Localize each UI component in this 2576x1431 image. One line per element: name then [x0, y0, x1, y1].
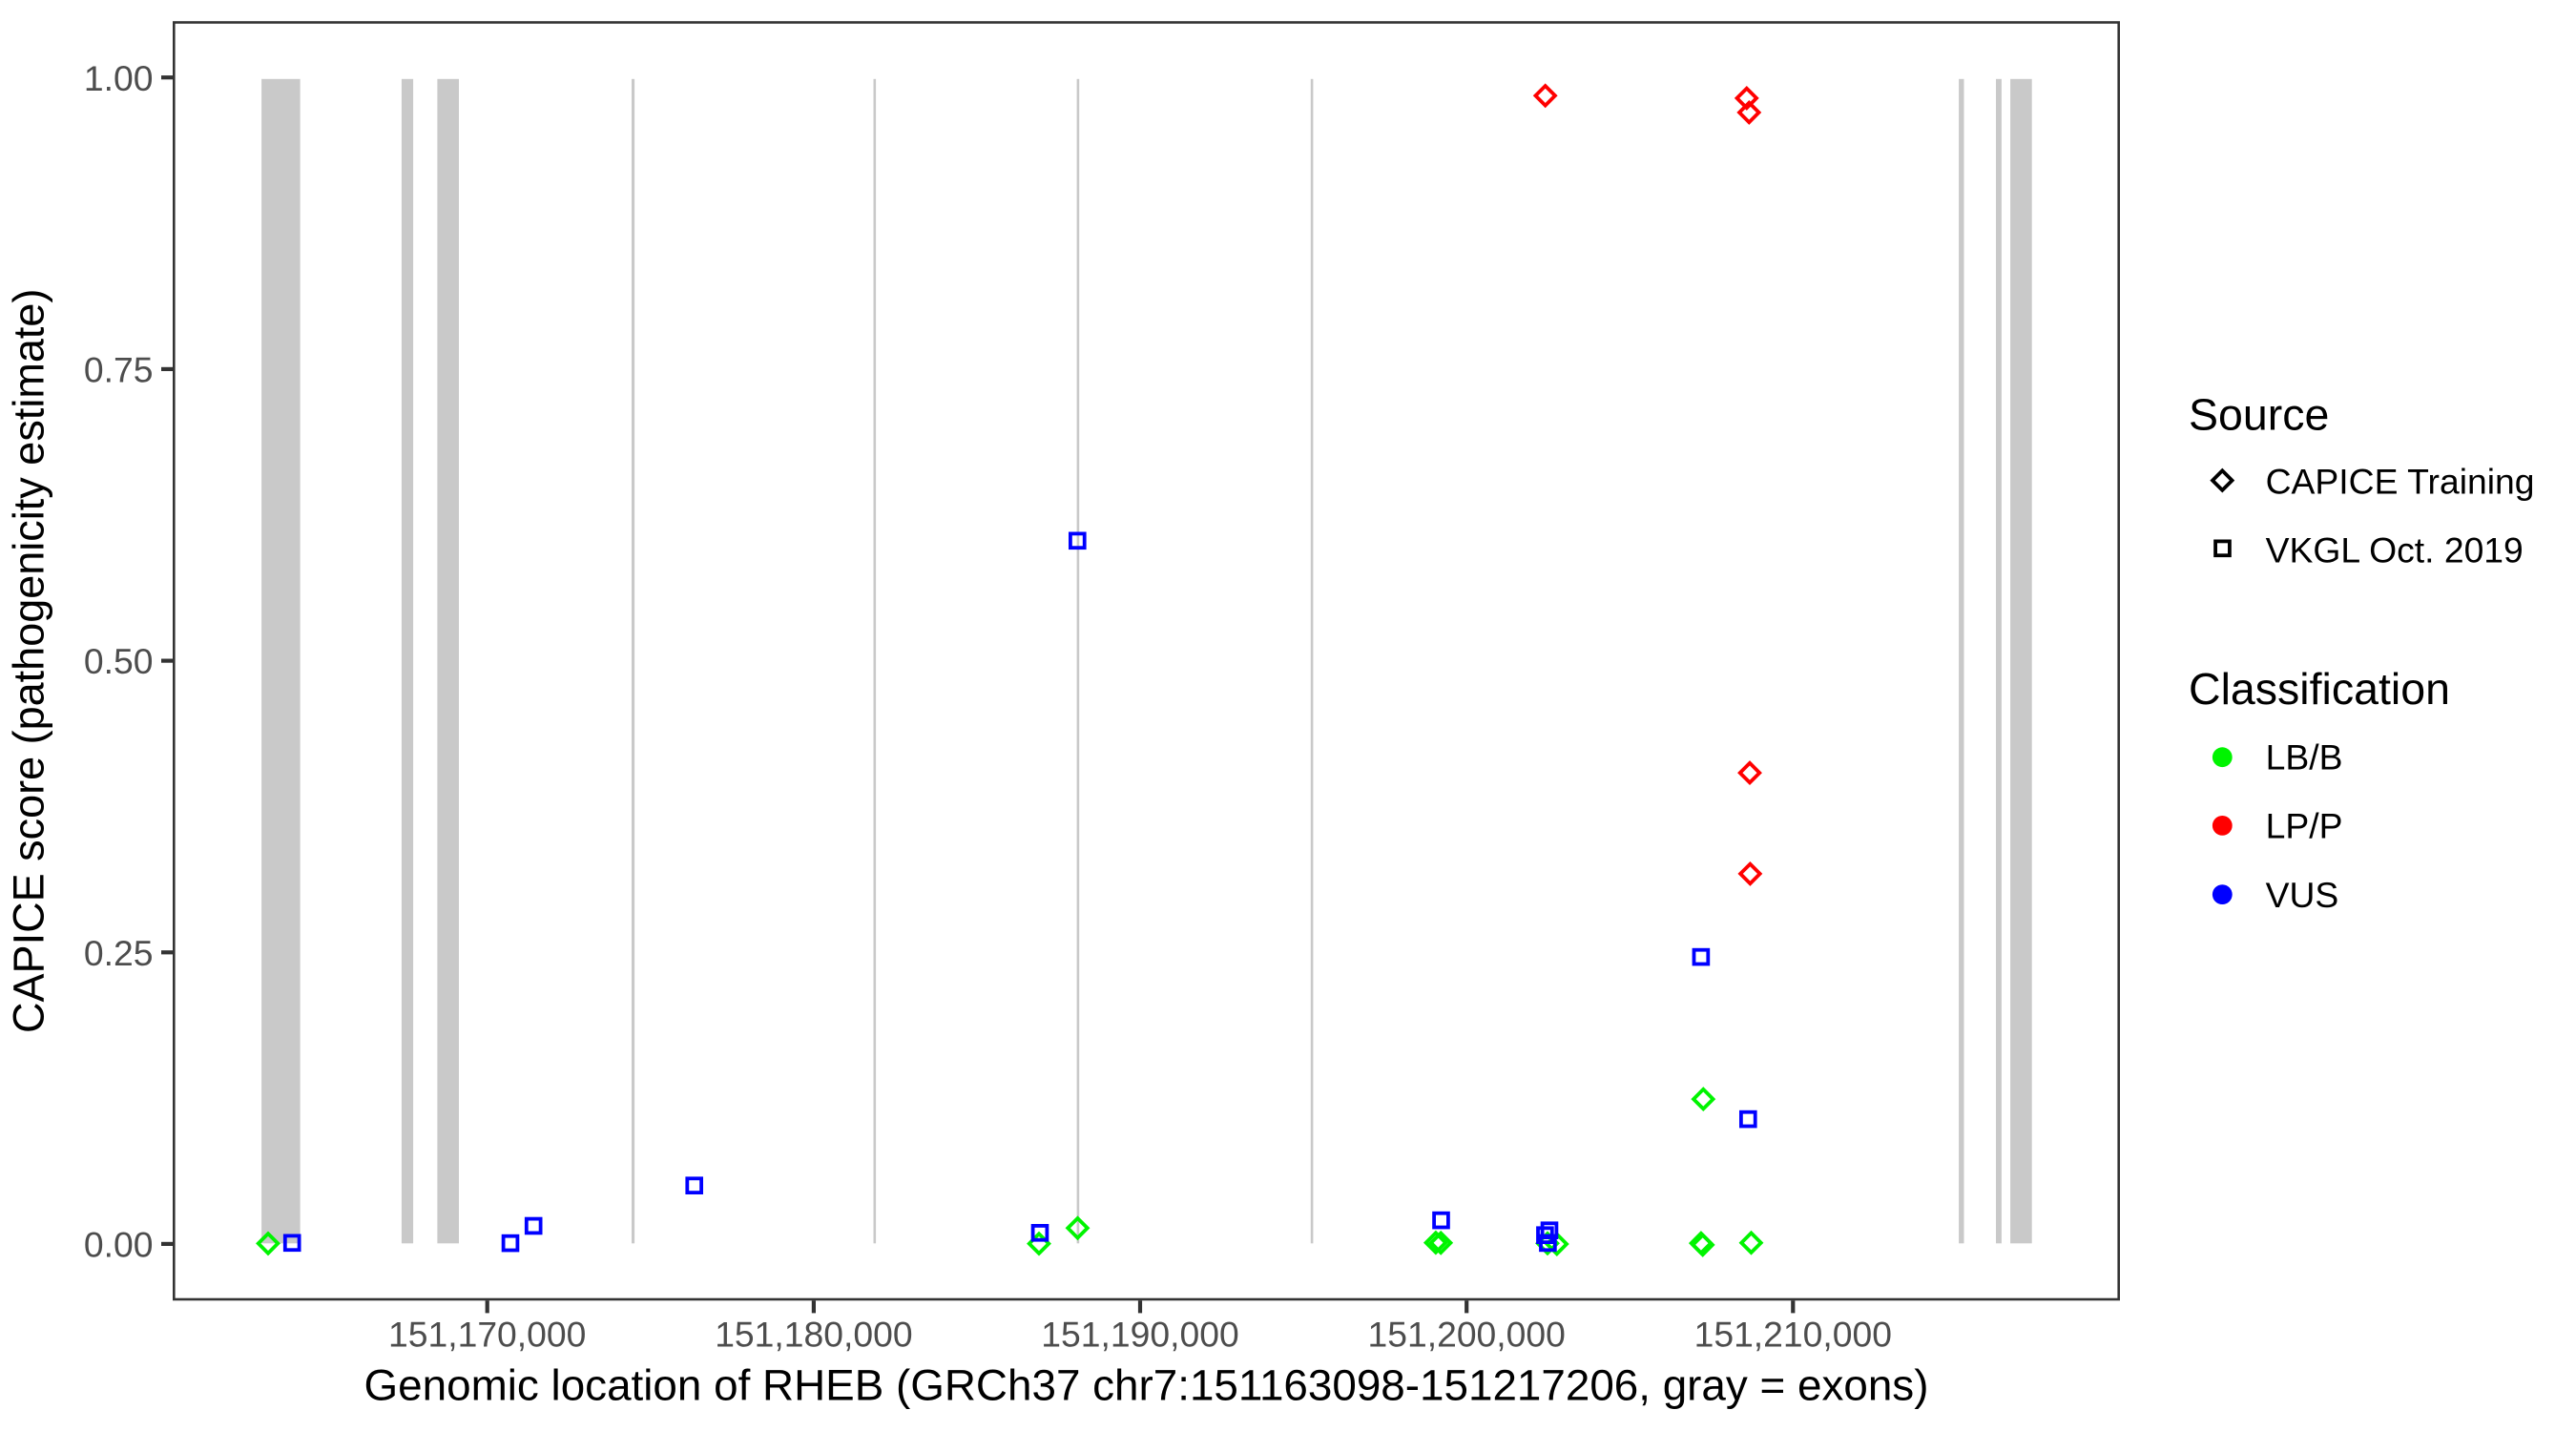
- svg-text:151,180,000: 151,180,000: [715, 1315, 912, 1355]
- svg-text:CAPICE score (pathogenicity es: CAPICE score (pathogenicity estimate): [5, 289, 53, 1033]
- svg-text:VKGL Oct. 2019: VKGL Oct. 2019: [2266, 529, 2524, 570]
- svg-text:0.00: 0.00: [84, 1225, 154, 1265]
- svg-text:151,190,000: 151,190,000: [1041, 1315, 1238, 1355]
- svg-text:0.25: 0.25: [84, 933, 154, 973]
- svg-text:Genomic location of RHEB (GRCh: Genomic location of RHEB (GRCh37 chr7:15…: [364, 1361, 1929, 1410]
- svg-text:0.75: 0.75: [84, 350, 154, 390]
- svg-text:LP/P: LP/P: [2266, 806, 2343, 846]
- svg-text:151,210,000: 151,210,000: [1694, 1315, 1892, 1355]
- svg-text:151,200,000: 151,200,000: [1367, 1315, 1565, 1355]
- svg-text:1.00: 1.00: [84, 58, 154, 98]
- svg-text:LB/B: LB/B: [2266, 737, 2343, 778]
- svg-text:151,170,000: 151,170,000: [388, 1315, 586, 1355]
- svg-text:Classification: Classification: [2189, 664, 2450, 714]
- svg-text:0.50: 0.50: [84, 641, 154, 681]
- svg-text:VUS: VUS: [2266, 875, 2339, 915]
- svg-text:Source: Source: [2189, 390, 2329, 440]
- svg-text:CAPICE Training: CAPICE Training: [2266, 462, 2535, 502]
